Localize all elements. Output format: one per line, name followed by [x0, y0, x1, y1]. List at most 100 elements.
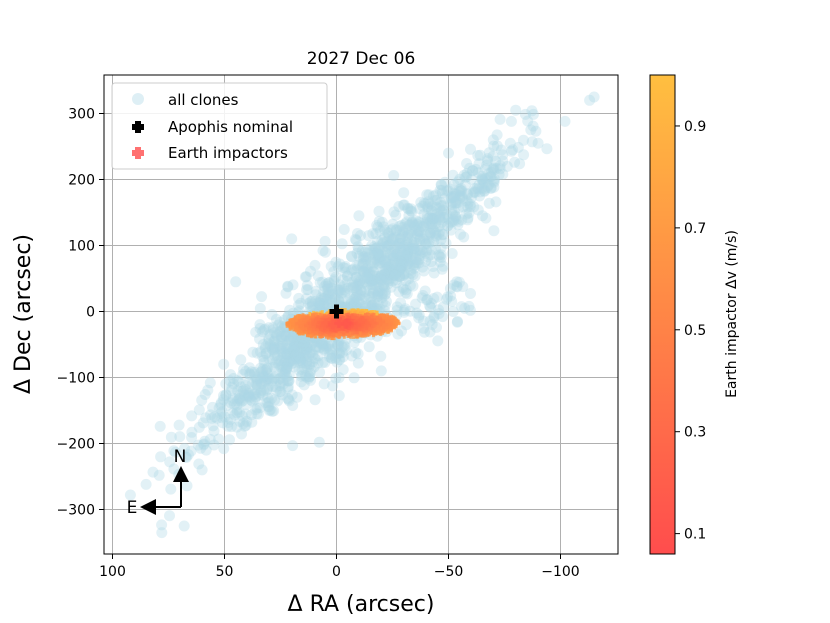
clone-point [348, 299, 360, 311]
clone-point [423, 218, 435, 230]
clone-point [233, 392, 245, 404]
clone-point [412, 244, 423, 256]
clone-point [204, 433, 216, 445]
clone-point [350, 347, 362, 359]
clone-point [248, 368, 260, 380]
clone-point [405, 205, 417, 217]
clone-point [434, 214, 446, 225]
clone-point [351, 291, 363, 303]
clone-point [465, 173, 477, 185]
clone-point [416, 292, 428, 304]
clone-point [216, 406, 228, 418]
clone-point [350, 292, 362, 303]
clone-point [365, 296, 377, 308]
clone-point [380, 271, 392, 283]
clone-point [436, 184, 448, 196]
clone-point [364, 269, 376, 281]
clone-point [267, 354, 278, 366]
clone-point [262, 338, 274, 350]
clone-point [349, 266, 361, 278]
clone-point [461, 187, 473, 199]
clone-point [275, 385, 287, 397]
clone-point [420, 237, 432, 249]
clone-point [351, 260, 363, 272]
clone-point [262, 380, 274, 392]
clone-point [355, 274, 367, 286]
clone-point [388, 262, 400, 274]
clone-point [401, 251, 412, 263]
clone-point [400, 253, 412, 264]
clone-point [420, 255, 431, 267]
clone-point [370, 243, 382, 254]
clone-point [317, 298, 329, 310]
clone-point [504, 137, 516, 149]
colorbar-tick-label: 0.3 [684, 425, 706, 441]
clone-point [433, 304, 445, 316]
clone-point [263, 334, 275, 346]
clone-point [325, 260, 337, 272]
clone-point [255, 375, 267, 387]
clone-point [358, 266, 370, 278]
clone-point [400, 275, 412, 287]
clone-point [460, 195, 472, 207]
clone-point [273, 335, 285, 346]
clone-point [351, 247, 363, 259]
clone-point [446, 216, 458, 228]
clone-point [303, 297, 315, 309]
clone-point [251, 373, 263, 385]
clone-point [478, 183, 490, 195]
clone-point [260, 397, 272, 409]
clone-point [473, 179, 485, 191]
clone-point [339, 266, 351, 278]
clone-point [243, 389, 255, 401]
clone-point [278, 378, 289, 390]
clone-point [247, 346, 259, 358]
clone-point [403, 219, 415, 231]
clone-point [334, 279, 345, 291]
clone-point [448, 215, 460, 227]
clone-point [366, 261, 378, 273]
clone-point [199, 389, 211, 400]
clone-point [482, 153, 494, 165]
clone-point [280, 364, 292, 376]
clone-point [527, 120, 539, 132]
clone-point [222, 420, 234, 432]
clone-point [353, 276, 365, 288]
clone-point [467, 187, 479, 199]
clone-point [376, 257, 388, 269]
clone-point [446, 204, 458, 216]
clone-point [421, 210, 433, 222]
clone-point [326, 285, 338, 297]
clone-point [279, 329, 291, 341]
clone-point [485, 171, 497, 183]
clone-point [208, 425, 220, 437]
clone-point [328, 274, 340, 286]
clone-point [301, 339, 313, 351]
clone-point [283, 375, 295, 387]
clone-point [255, 384, 267, 396]
clone-point [442, 213, 454, 225]
clone-point [353, 289, 365, 301]
clone-point [165, 431, 177, 443]
clone-point [477, 175, 489, 187]
clone-point [376, 270, 388, 281]
clone-point [368, 249, 380, 261]
clone-point [381, 240, 393, 252]
clone-point [295, 376, 307, 388]
clone-point [310, 343, 322, 355]
clone-point [264, 329, 276, 341]
clone-point [277, 342, 289, 354]
clone-point [357, 257, 369, 269]
clone-point [373, 252, 385, 264]
clone-point [434, 251, 446, 263]
clone-point [372, 297, 384, 309]
clone-point [242, 387, 254, 399]
clone-point [394, 225, 406, 237]
clone-point [287, 400, 299, 411]
clone-point [313, 300, 325, 312]
clone-point [405, 267, 417, 279]
clone-point [252, 408, 264, 420]
clone-point [370, 228, 382, 240]
clone-point [366, 299, 378, 311]
clone-point [426, 205, 438, 217]
